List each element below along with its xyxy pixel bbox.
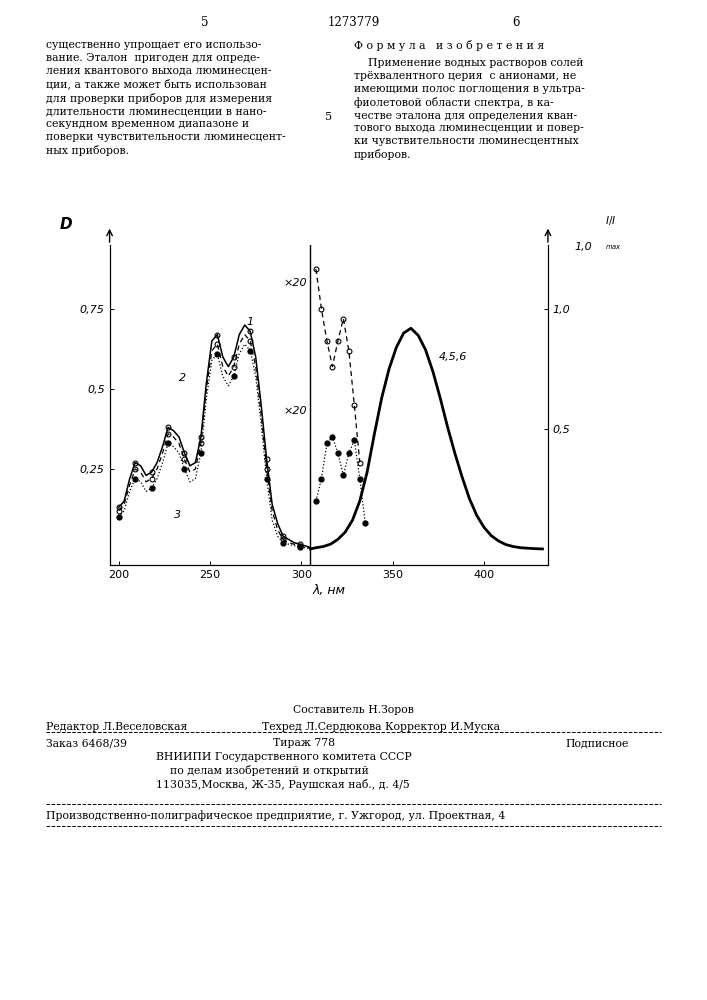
Text: ×20: ×20: [283, 278, 307, 288]
Text: D: D: [59, 217, 72, 232]
Text: 1: 1: [247, 317, 254, 327]
Text: 3: 3: [173, 510, 180, 520]
X-axis label: λ, нм: λ, нм: [312, 584, 345, 597]
Text: $_{max}$: $_{max}$: [605, 242, 622, 252]
Text: 6: 6: [513, 16, 520, 29]
Text: 1,0: 1,0: [574, 242, 592, 252]
Text: 5: 5: [201, 16, 209, 29]
Text: Редактор Л.Веселовская: Редактор Л.Веселовская: [46, 722, 187, 732]
Text: Производственно-полиграфическое предприятие, г. Ужгород, ул. Проектная, 4: Производственно-полиграфическое предприя…: [46, 810, 506, 821]
Text: Ф о р м у л а   и з о б р е т е н и я: Ф о р м у л а и з о б р е т е н и я: [354, 40, 544, 51]
Text: ×20: ×20: [283, 406, 307, 416]
Text: 2: 2: [179, 373, 186, 383]
Text: существенно упрощает его использо-
вание. Эталон  пригоден для опреде-
ления ква: существенно упрощает его использо- вание…: [46, 40, 286, 156]
Text: Тираж 778: Тираж 778: [273, 738, 335, 748]
Text: Подписное: Подписное: [566, 738, 629, 748]
Text: Техред Л.Сердюкова Корректор И.Муска: Техред Л.Сердюкова Корректор И.Муска: [262, 722, 500, 732]
Text: 4,5,6: 4,5,6: [438, 352, 467, 362]
Text: ВНИИПИ Государственного комитета СССР
    по делам изобретений и открытий
113035: ВНИИПИ Государственного комитета СССР по…: [156, 752, 411, 790]
Text: Применение водных растворов солей
трёхвалентного церия  с анионами, не
имеющими : Применение водных растворов солей трёхва…: [354, 58, 584, 160]
Text: Составитель Н.Зоров: Составитель Н.Зоров: [293, 705, 414, 715]
Text: 1273779: 1273779: [327, 16, 380, 29]
Text: $I/I$: $I/I$: [605, 214, 617, 227]
Text: 5: 5: [325, 112, 332, 122]
Text: Заказ 6468/39: Заказ 6468/39: [46, 738, 127, 748]
